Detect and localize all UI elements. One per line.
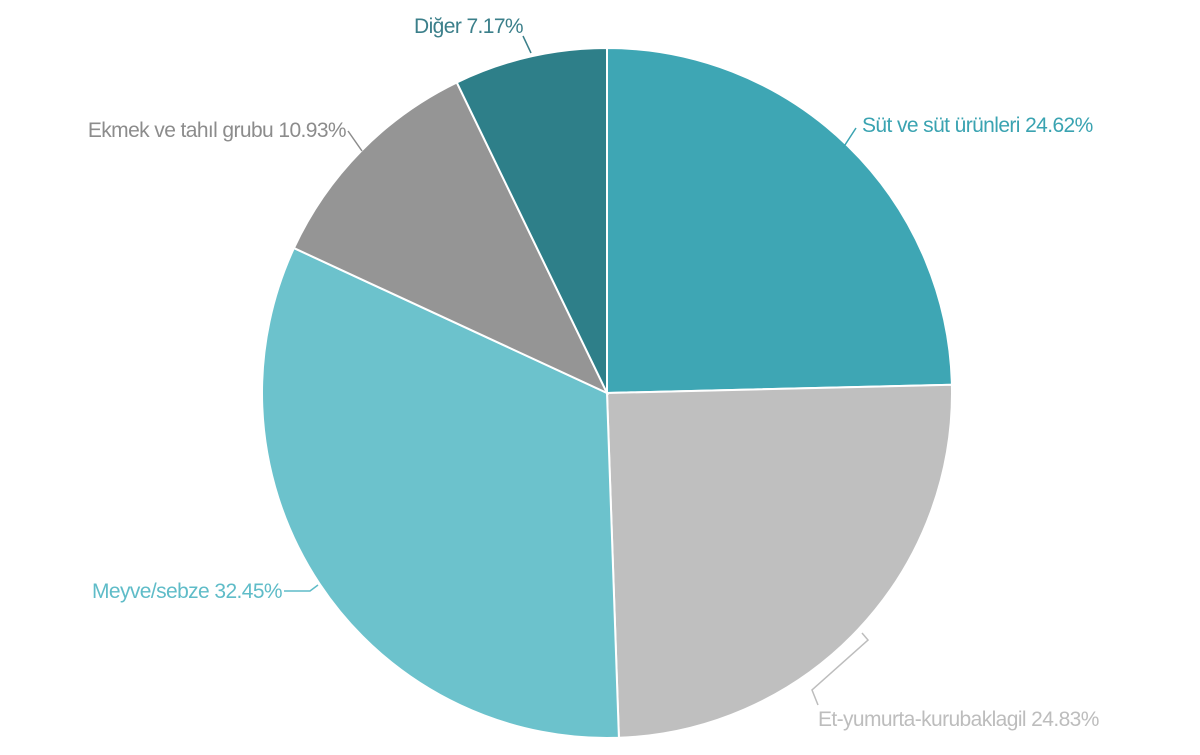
slice-label-meyve: Meyve/sebze 32.45% (92, 580, 282, 603)
pie-slice-et (605, 383, 953, 739)
pie-slice-diger (455, 46, 608, 394)
pie-slice-sut (606, 46, 953, 395)
leader-line-diger (522, 35, 532, 54)
leader-line-et (811, 632, 870, 706)
slice-label-ekmek: Ekmek ve tahıl grubu 10.93% (88, 119, 346, 142)
slice-label-sut: Süt ve süt ürünleri 24.62% (862, 114, 1093, 137)
slice-label-diger: Diğer 7.17% (414, 15, 523, 38)
pie-slice-ekmek (292, 81, 610, 396)
leader-line-meyve (284, 584, 319, 592)
slice-label-et: Et-yumurta-kurubaklagil 24.83% (818, 708, 1099, 731)
leader-line-sut (842, 127, 857, 149)
pie-slice-meyve (261, 246, 620, 739)
leader-line-ekmek (347, 130, 363, 152)
